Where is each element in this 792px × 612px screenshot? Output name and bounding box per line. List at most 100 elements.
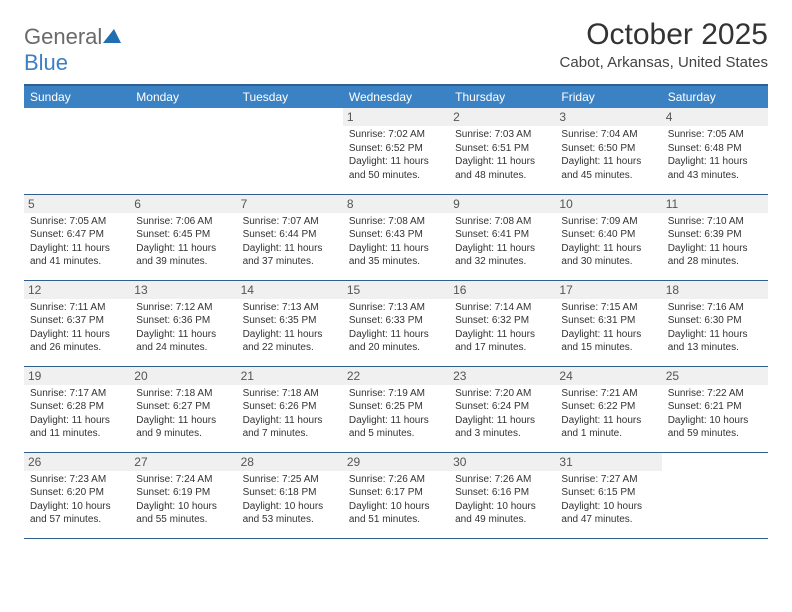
day-detail: Sunrise: 7:10 AMSunset: 6:39 PMDaylight:…: [668, 215, 762, 269]
calendar-body: 1 Sunrise: 7:02 AMSunset: 6:52 PMDaylight…: [24, 108, 768, 538]
calendar-cell: 19Sunrise: 7:17 AMSunset: 6:28 PMDayligh…: [24, 366, 130, 452]
calendar-cell: 4Sunrise: 7:05 AMSunset: 6:48 PMDaylight…: [662, 108, 768, 194]
day-detail-line: Sunrise: 7:08 AM: [349, 215, 443, 229]
day-detail-line: Sunset: 6:36 PM: [136, 314, 230, 328]
day-detail-line: Sunrise: 7:07 AM: [243, 215, 337, 229]
brand-logo: General Blue: [24, 18, 122, 76]
day-detail-line: Daylight: 11 hours and 32 minutes.: [455, 242, 549, 269]
day-detail-line: Sunset: 6:37 PM: [30, 314, 124, 328]
day-detail-line: Daylight: 11 hours and 41 minutes.: [30, 242, 124, 269]
calendar-cell: 11 Sunrise: 7:10 AMSunset: 6:39 PMDayligh…: [662, 194, 768, 280]
day-detail: Sunrise: 7:17 AMSunset: 6:28 PMDaylight:…: [30, 387, 124, 441]
day-detail: Sunrise: 7:18 AMSunset: 6:27 PMDaylight:…: [136, 387, 230, 441]
calendar-cell: [24, 108, 130, 194]
day-detail-line: Sunrise: 7:22 AM: [668, 387, 762, 401]
day-number: 6: [130, 195, 236, 213]
day-number: 8: [343, 195, 449, 213]
calendar-cell: 26Sunrise: 7:23 AMSunset: 6:20 PMDayligh…: [24, 452, 130, 538]
day-number: 16: [449, 281, 555, 299]
day-detail: Sunrise: 7:08 AMSunset: 6:41 PMDaylight:…: [455, 215, 549, 269]
day-number: 13: [130, 281, 236, 299]
day-detail: Sunrise: 7:07 AMSunset: 6:44 PMDaylight:…: [243, 215, 337, 269]
day-detail-line: Sunrise: 7:26 AM: [455, 473, 549, 487]
calendar-cell: 3Sunrise: 7:04 AMSunset: 6:50 PMDaylight…: [555, 108, 661, 194]
day-header: Thursday: [449, 85, 555, 108]
day-detail-line: Daylight: 10 hours and 57 minutes.: [30, 500, 124, 527]
day-number: 15: [343, 281, 449, 299]
day-detail: Sunrise: 7:21 AMSunset: 6:22 PMDaylight:…: [561, 387, 655, 441]
day-number: 9: [449, 195, 555, 213]
day-detail-line: Sunrise: 7:24 AM: [136, 473, 230, 487]
day-detail-line: Sunrise: 7:09 AM: [561, 215, 655, 229]
day-detail: Sunrise: 7:03 AMSunset: 6:51 PMDaylight:…: [455, 128, 549, 182]
day-detail-line: Daylight: 11 hours and 9 minutes.: [136, 414, 230, 441]
day-detail-line: Daylight: 11 hours and 1 minute.: [561, 414, 655, 441]
day-number: 1: [343, 108, 449, 126]
day-detail: Sunrise: 7:20 AMSunset: 6:24 PMDaylight:…: [455, 387, 549, 441]
calendar-cell: 6Sunrise: 7:06 AMSunset: 6:45 PMDaylight…: [130, 194, 236, 280]
calendar-cell: 22Sunrise: 7:19 AMSunset: 6:25 PMDayligh…: [343, 366, 449, 452]
day-detail-line: Daylight: 11 hours and 11 minutes.: [30, 414, 124, 441]
day-detail-line: Sunrise: 7:13 AM: [349, 301, 443, 315]
day-detail: Sunrise: 7:27 AMSunset: 6:15 PMDaylight:…: [561, 473, 655, 527]
day-detail-line: Sunset: 6:28 PM: [30, 400, 124, 414]
day-detail-line: Sunrise: 7:02 AM: [349, 128, 443, 142]
day-number: 14: [237, 281, 343, 299]
day-detail-line: Daylight: 11 hours and 39 minutes.: [136, 242, 230, 269]
calendar-cell: 24Sunrise: 7:21 AMSunset: 6:22 PMDayligh…: [555, 366, 661, 452]
day-detail: Sunrise: 7:08 AMSunset: 6:43 PMDaylight:…: [349, 215, 443, 269]
day-detail-line: Daylight: 11 hours and 43 minutes.: [668, 155, 762, 182]
day-detail-line: Sunset: 6:44 PM: [243, 228, 337, 242]
day-detail: Sunrise: 7:25 AMSunset: 6:18 PMDaylight:…: [243, 473, 337, 527]
day-detail: Sunrise: 7:02 AMSunset: 6:52 PMDaylight:…: [349, 128, 443, 182]
day-detail-line: Sunrise: 7:20 AM: [455, 387, 549, 401]
day-detail-line: Daylight: 10 hours and 59 minutes.: [668, 414, 762, 441]
calendar-cell: [662, 452, 768, 538]
day-detail: Sunrise: 7:24 AMSunset: 6:19 PMDaylight:…: [136, 473, 230, 527]
day-detail-line: Sunset: 6:15 PM: [561, 486, 655, 500]
brand-sail-icon: [102, 24, 122, 50]
brand-part2: Blue: [24, 50, 68, 75]
day-detail-line: Sunset: 6:32 PM: [455, 314, 549, 328]
calendar-head: SundayMondayTuesdayWednesdayThursdayFrid…: [24, 85, 768, 108]
day-detail-line: Sunrise: 7:25 AM: [243, 473, 337, 487]
day-number: 17: [555, 281, 661, 299]
calendar-cell: 9 Sunrise: 7:08 AMSunset: 6:41 PMDaylight…: [449, 194, 555, 280]
day-detail-line: Sunrise: 7:11 AM: [30, 301, 124, 315]
day-detail: Sunrise: 7:09 AMSunset: 6:40 PMDaylight:…: [561, 215, 655, 269]
day-detail: Sunrise: 7:18 AMSunset: 6:26 PMDaylight:…: [243, 387, 337, 441]
calendar-cell: 20Sunrise: 7:18 AMSunset: 6:27 PMDayligh…: [130, 366, 236, 452]
calendar-cell: 2Sunrise: 7:03 AMSunset: 6:51 PMDaylight…: [449, 108, 555, 194]
day-detail: Sunrise: 7:12 AMSunset: 6:36 PMDaylight:…: [136, 301, 230, 355]
day-detail-line: Daylight: 10 hours and 53 minutes.: [243, 500, 337, 527]
calendar-cell: 18Sunrise: 7:16 AMSunset: 6:30 PMDayligh…: [662, 280, 768, 366]
calendar-cell: 7Sunrise: 7:07 AMSunset: 6:44 PMDaylight…: [237, 194, 343, 280]
day-detail: Sunrise: 7:19 AMSunset: 6:25 PMDaylight:…: [349, 387, 443, 441]
day-detail-line: Sunset: 6:21 PM: [668, 400, 762, 414]
day-detail-line: Sunset: 6:22 PM: [561, 400, 655, 414]
brand-part1: General: [24, 24, 102, 49]
day-detail-line: Daylight: 11 hours and 5 minutes.: [349, 414, 443, 441]
day-detail-line: Sunrise: 7:04 AM: [561, 128, 655, 142]
day-detail-line: Daylight: 11 hours and 50 minutes.: [349, 155, 443, 182]
day-number: 28: [237, 453, 343, 471]
day-detail-line: Sunset: 6:18 PM: [243, 486, 337, 500]
day-header: Wednesday: [343, 85, 449, 108]
day-header: Monday: [130, 85, 236, 108]
day-detail-line: Sunrise: 7:16 AM: [668, 301, 762, 315]
day-detail: Sunrise: 7:05 AMSunset: 6:47 PMDaylight:…: [30, 215, 124, 269]
day-number: 11: [662, 195, 768, 213]
day-number: 10: [555, 195, 661, 213]
day-number: 23: [449, 367, 555, 385]
day-detail-line: Daylight: 11 hours and 24 minutes.: [136, 328, 230, 355]
day-detail-line: Sunrise: 7:05 AM: [668, 128, 762, 142]
day-detail-line: Daylight: 11 hours and 48 minutes.: [455, 155, 549, 182]
day-detail-line: Sunset: 6:25 PM: [349, 400, 443, 414]
day-number: 12: [24, 281, 130, 299]
day-detail-line: Daylight: 10 hours and 47 minutes.: [561, 500, 655, 527]
day-detail-line: Sunset: 6:17 PM: [349, 486, 443, 500]
calendar-week: 19Sunrise: 7:17 AMSunset: 6:28 PMDayligh…: [24, 366, 768, 452]
day-number: 31: [555, 453, 661, 471]
day-detail-line: Sunset: 6:50 PM: [561, 142, 655, 156]
day-detail: Sunrise: 7:16 AMSunset: 6:30 PMDaylight:…: [668, 301, 762, 355]
